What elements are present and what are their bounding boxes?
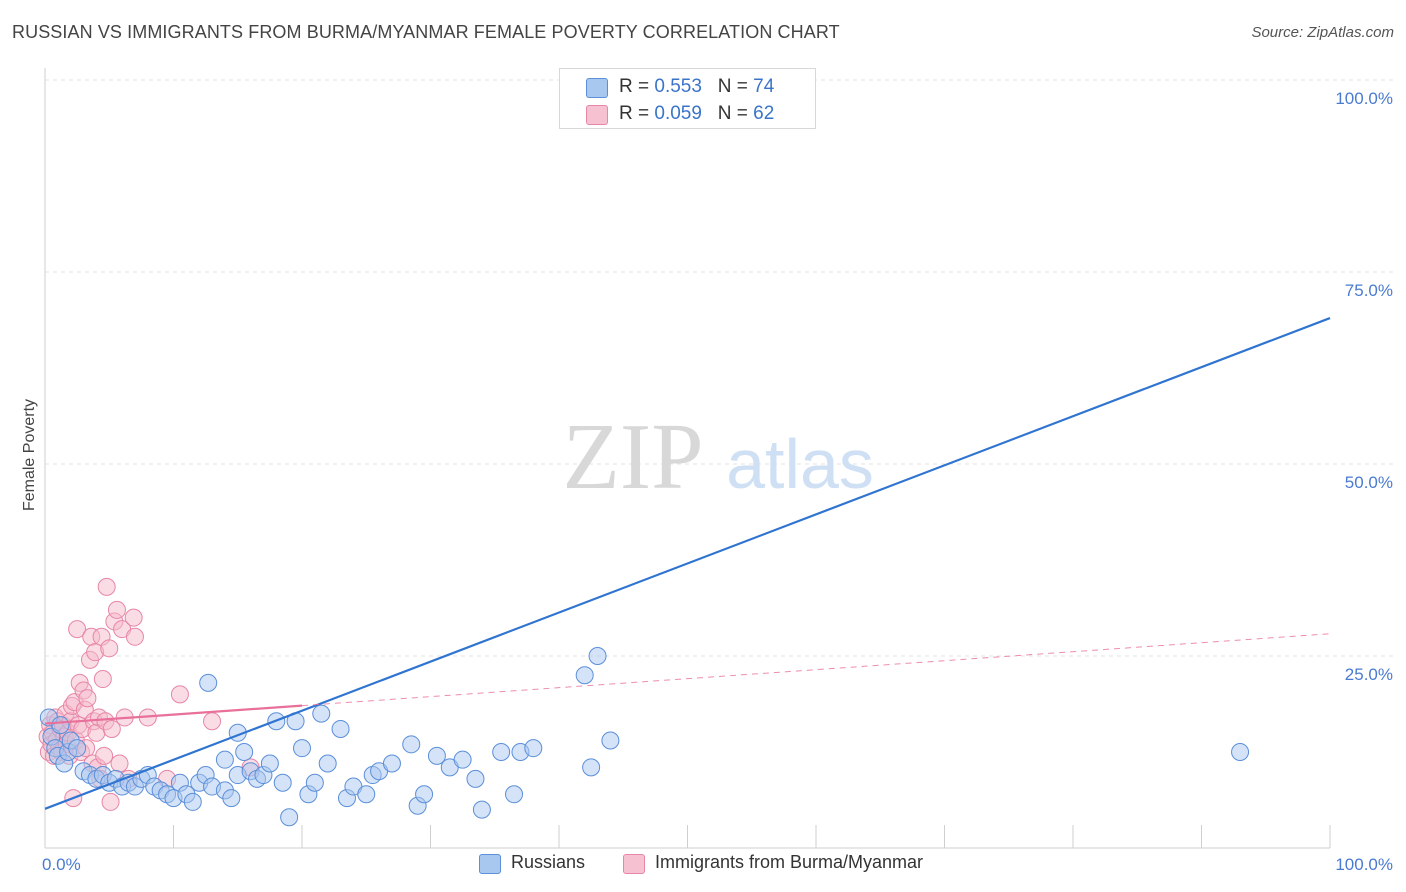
legend-r-label: R = [619, 103, 655, 124]
russians-point [472, 800, 491, 819]
y-tick-label-50: 50.0% [1345, 473, 1393, 492]
russians-point [260, 754, 279, 773]
burma-trend-line-solid [44, 704, 303, 725]
watermark: ZIP atlas [563, 405, 874, 509]
russians-point [318, 754, 337, 773]
watermark-zip: ZIP [563, 405, 704, 509]
legend-r-russians: 0.553 [654, 76, 702, 97]
russians-point [415, 785, 434, 804]
russians-point [402, 735, 421, 754]
russians-point [215, 750, 234, 769]
burma-point [124, 608, 143, 627]
legend-n-burma: 62 [753, 103, 775, 124]
russians-point [601, 731, 620, 750]
russians-trend-line [44, 317, 1331, 810]
russians-point [382, 754, 401, 773]
legend-r-label: R = [619, 76, 655, 97]
legend-series: Russians Immigrants from Burma/Myanmar [0, 852, 1406, 878]
legend-n-label: N = [717, 76, 754, 97]
burma-point [100, 639, 119, 658]
y-axis-label: Female Poverty [21, 399, 38, 511]
legend-swatch-burma [623, 854, 645, 874]
legend-r-burma: 0.059 [654, 103, 702, 124]
russians-points [39, 647, 1250, 827]
burma-point [101, 792, 120, 811]
russians-point [575, 666, 594, 685]
y-tick-label-100: 100.0% [1335, 89, 1393, 108]
trend-lines [44, 317, 1331, 810]
russians-point [199, 673, 218, 692]
legend-n-label: N = [717, 103, 754, 124]
russians-point [357, 785, 376, 804]
russians-point [588, 647, 607, 665]
tick-labels: 25.0% 50.0% 75.0% 100.0% 0.0% 100.0% [42, 89, 1393, 874]
russians-point [453, 750, 472, 769]
russians-point [492, 743, 511, 761]
russians-point [183, 792, 202, 811]
legend-swatch-burma [586, 105, 608, 125]
russians-point [51, 716, 70, 735]
russians-point [293, 739, 311, 758]
legend-swatch-russians [479, 854, 501, 874]
x-tick-label-max: 100.0% [1335, 855, 1393, 874]
y-tick-label-75: 75.0% [1345, 281, 1393, 300]
burma-point [93, 670, 112, 689]
legend-swatch-russians [586, 78, 608, 98]
burma-point [95, 746, 114, 765]
russians-point [280, 808, 299, 827]
chart-title: RUSSIAN VS IMMIGRANTS FROM BURMA/MYANMAR… [12, 22, 840, 42]
russians-point [273, 773, 292, 792]
russians-point [524, 739, 543, 758]
y-tick-label-25: 25.0% [1345, 665, 1393, 684]
legend-label-russians: Russians [511, 852, 586, 872]
burma-point [78, 689, 97, 708]
burma-trend-line-dashed [301, 633, 1331, 707]
russians-point [68, 739, 87, 758]
legend-stats: R = 0.553 N = 74 R = 0.059 N = 62 [559, 68, 816, 129]
russians-point [466, 769, 485, 788]
russians-point [305, 773, 324, 792]
burma-point [170, 685, 189, 704]
burma-point [107, 600, 126, 619]
burma-point [68, 620, 87, 639]
burma-point [203, 712, 222, 731]
watermark-atlas: atlas [726, 425, 874, 503]
source-label: Source: ZipAtlas.com [1251, 24, 1394, 41]
gridlines [45, 79, 1395, 657]
russians-point [235, 743, 254, 761]
russians-point [582, 758, 601, 777]
russians-point [312, 704, 331, 723]
burma-point [125, 627, 144, 646]
burma-point [102, 719, 121, 738]
burma-point [110, 754, 129, 773]
x-tick-label-min: 0.0% [42, 855, 81, 874]
burma-point [97, 577, 116, 596]
legend-label-burma: Immigrants from Burma/Myanmar [655, 852, 924, 872]
russians-point [222, 789, 241, 808]
russians-point [505, 785, 524, 804]
russians-point [331, 719, 350, 738]
russians-point [427, 746, 446, 765]
legend-n-russians: 74 [753, 76, 775, 97]
russians-point [1231, 743, 1250, 761]
